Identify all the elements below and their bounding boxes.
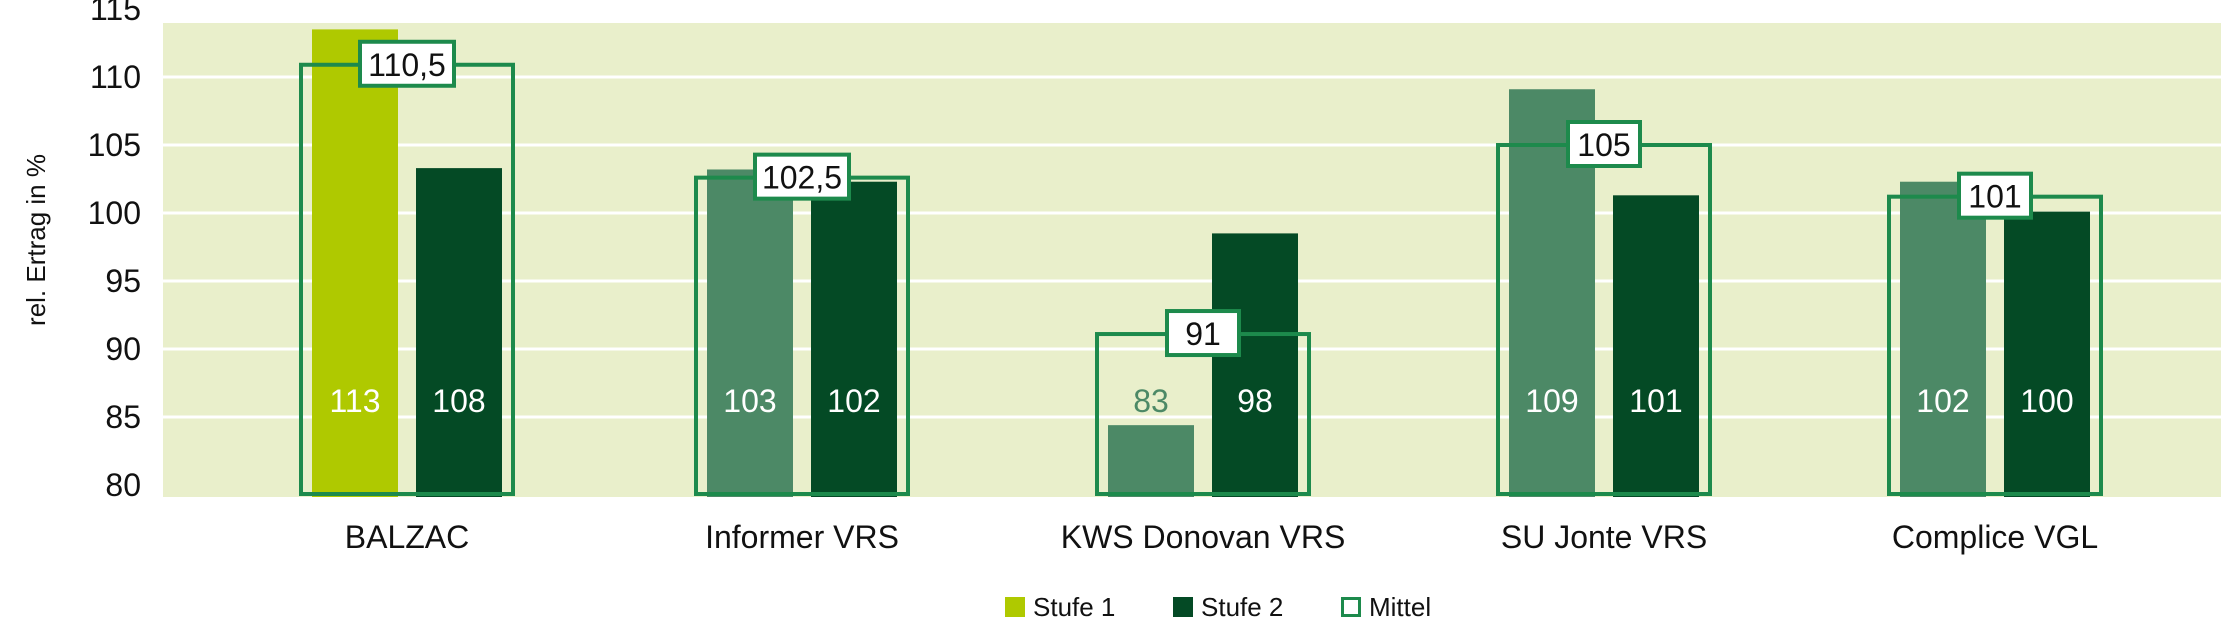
mittel-value-box — [1566, 120, 1642, 168]
y-tick-label: 100 — [88, 195, 141, 231]
legend: Stufe 1 Stufe 2 Mittel — [1005, 592, 1431, 622]
legend-label: Mittel — [1369, 592, 1431, 622]
y-tick-label: 115 — [90, 0, 141, 27]
legend-label: Stufe 2 — [1201, 592, 1283, 622]
mittel-value-box — [753, 152, 851, 201]
bars: 113 108 110,5 103 102 102,5 83 98 91 109 101 105 102… — [299, 29, 2103, 498]
bar-value-label: 100 — [2020, 383, 2073, 419]
plot-area — [163, 7, 2221, 497]
legend-swatch — [1173, 597, 1193, 617]
bar-stufe2 — [811, 181, 897, 497]
category-labels: BALZAC Informer VRS KWS Donovan VRS SU Jont… — [345, 519, 2098, 555]
bar-stufe1 — [1108, 425, 1194, 497]
mittel-value-label: 101 — [1968, 179, 2021, 215]
mittel-value-label: 110,5 — [368, 47, 446, 83]
mittel-value-box — [1957, 171, 2033, 220]
bar-stufe2 — [1613, 195, 1699, 497]
y-axis-label: rel. Ertrag in % — [21, 154, 51, 326]
y-tick-label: 80 — [105, 467, 141, 503]
bar-stufe1 — [1900, 181, 1986, 497]
y-tick-label: 90 — [105, 331, 141, 367]
y-tick-label: 95 — [105, 263, 141, 299]
bar-value-label: 103 — [723, 383, 776, 419]
y-axis: 80 85 90 95 100 105 110 115 — [88, 0, 141, 503]
bar-value-label: 113 — [329, 383, 380, 419]
category-label: BALZAC — [345, 519, 469, 555]
bar-value-label: 102 — [827, 383, 880, 419]
bar-stufe2 — [416, 168, 502, 497]
y-tick-label: 110 — [90, 59, 141, 95]
mittel-value-box — [1165, 309, 1241, 358]
y-tick-label: 105 — [88, 127, 141, 163]
bar-stufe2 — [1212, 233, 1298, 497]
bar-stufe2 — [2004, 211, 2090, 497]
legend-label: Stufe 1 — [1033, 592, 1115, 622]
category-label: Complice VGL — [1892, 519, 2098, 555]
bar-value-label: 102 — [1916, 383, 1969, 419]
mittel-value-label: 91 — [1185, 316, 1221, 352]
mittel-value-label: 105 — [1577, 127, 1630, 163]
category-label: KWS Donovan VRS — [1061, 519, 1346, 555]
bar-value-label: 98 — [1237, 383, 1273, 419]
bar-value-label: 83 — [1133, 383, 1169, 419]
mittel-value-label: 102,5 — [762, 160, 842, 196]
legend-swatch — [1005, 597, 1025, 617]
bar-value-label: 101 — [1629, 383, 1682, 419]
bar-value-label: 109 — [1525, 383, 1578, 419]
bar-value-label: 108 — [432, 383, 485, 419]
mittel-value-box — [358, 39, 456, 88]
legend-swatch — [1341, 597, 1361, 617]
category-label: Informer VRS — [705, 519, 899, 555]
category-label: SU Jonte VRS — [1501, 519, 1707, 555]
y-tick-label: 85 — [105, 399, 141, 435]
bar-stufe1 — [312, 29, 398, 498]
bar-stufe1 — [707, 169, 793, 498]
